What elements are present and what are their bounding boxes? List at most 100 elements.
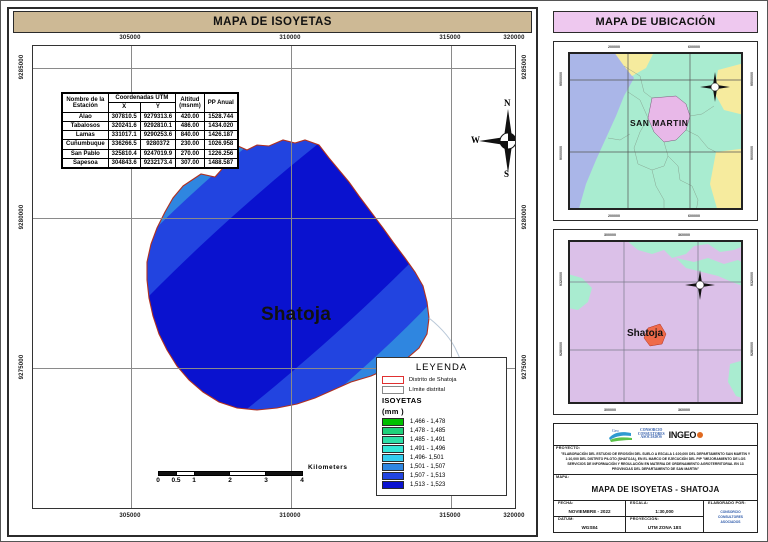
th-y: Y bbox=[139, 102, 177, 113]
x-tick-bottom: 310000 bbox=[279, 513, 301, 519]
th-coords: Coordenadas UTM bbox=[107, 92, 177, 104]
cell-alt: 230.00 bbox=[175, 139, 205, 150]
legend-swatch-limite bbox=[382, 386, 404, 394]
logo-line-2: CONSULTORES bbox=[637, 431, 665, 436]
metadata-col-left: FECHA: NOVIEMBRE - 2022 DATUM: WGS84 bbox=[554, 501, 626, 532]
map-drawing-area: Shatoja N S W E bbox=[33, 46, 515, 508]
legend-iso-label: 1,466 - 1,478 bbox=[410, 419, 446, 425]
inset-region-y-tick: 9000000 bbox=[750, 146, 754, 160]
cell-y: 9232173.4 bbox=[139, 158, 177, 169]
y-tick-left: 9280000 bbox=[19, 204, 25, 230]
cell-x: 307810.5 bbox=[107, 111, 141, 122]
legend-item-distrito: Distrito de Shatoja bbox=[382, 376, 501, 384]
location-title-text: MAPA DE UBICACIÓN bbox=[595, 16, 716, 28]
legend-iso-item: 1,513 - 1,523 bbox=[382, 481, 501, 489]
cell-station-name: Cuñumbuque bbox=[61, 139, 109, 150]
inset-district-north-arrow bbox=[685, 270, 715, 300]
main-map-canvas[interactable]: Shatoja N S W E bbox=[32, 45, 516, 509]
cell-alt: 420.00 bbox=[175, 111, 205, 122]
legend-iso-label: 1,485 - 1,491 bbox=[410, 437, 446, 443]
legend-iso-item: 1,485 - 1,491 bbox=[382, 436, 501, 444]
inset-district-x-tick: 300000 bbox=[604, 233, 616, 237]
proyeccion-value: UTM ZONA 18S bbox=[647, 525, 682, 531]
th-station: Nombre de la Estación bbox=[61, 92, 109, 113]
place-label-shatoja: Shatoja bbox=[261, 304, 332, 325]
inset-district-y-tick: 9280000 bbox=[559, 342, 563, 356]
cell-alt: 307.00 bbox=[175, 158, 205, 169]
fecha-value: NOVIEMBRE - 2022 bbox=[568, 509, 611, 515]
logo-mark-icon: Geo bbox=[608, 428, 632, 442]
scale-bar-graphic bbox=[158, 471, 303, 476]
inset-district-x-tick: 300000 bbox=[604, 408, 616, 412]
map-name-text: MAPA DE ISOYETAS - SHATOJA bbox=[591, 485, 720, 495]
legend-iso-item: 1,501 - 1,507 bbox=[382, 463, 501, 471]
inset-region-y-tick: 9500000 bbox=[559, 72, 563, 86]
main-title-bar: MAPA DE ISOYETAS bbox=[13, 11, 532, 33]
inset-region-x-tick: 200000 bbox=[608, 214, 620, 218]
legend-iso-item: 1,507 - 1,513 bbox=[382, 472, 501, 480]
legend-iso-label: 1,501 - 1,507 bbox=[410, 464, 446, 470]
elaborado-cell: ELABORADO POR: CONSORCIO CONSULTORES ASO… bbox=[704, 501, 757, 532]
th-pp-anual: PP Anual bbox=[203, 92, 239, 113]
cell-pp: 1434.020 bbox=[203, 120, 239, 132]
y-tick-right: 9280000 bbox=[522, 204, 528, 230]
table-row: Sapesoa 304843.6 9232173.4 307.00 1488.5… bbox=[61, 158, 239, 169]
scale-tick: 0 bbox=[156, 477, 160, 484]
cell-station-name: Alao bbox=[61, 111, 109, 122]
gridline-horizontal bbox=[33, 218, 515, 219]
inset-region-label: SAN MARTIN bbox=[630, 118, 689, 128]
cell-x: 320241.6 bbox=[107, 120, 141, 132]
th-altitude: Altitud (msnm) bbox=[175, 92, 205, 113]
proyeccion-caption: PROYECCIÓN: bbox=[630, 517, 659, 522]
cell-y: 9280372 bbox=[139, 139, 177, 150]
main-title-text: MAPA DE ISOYETAS bbox=[213, 16, 332, 28]
inset-district-y-tick: 9320000 bbox=[559, 272, 563, 286]
escala-cell: ESCALA: 1:30,000 bbox=[626, 501, 703, 518]
elaborado-caption: ELABORADO POR: bbox=[708, 501, 746, 506]
map-name-caption: MAPA: bbox=[556, 475, 570, 480]
cell-alt: 270.00 bbox=[175, 148, 205, 160]
north-label-s: S bbox=[504, 169, 510, 179]
project-caption: PROYECTO: bbox=[556, 446, 581, 450]
consortium-logo: Geo CONSORCIO CONSULTORES ASOCIADOS INGE… bbox=[554, 424, 757, 446]
legend-iso-swatch bbox=[382, 436, 404, 444]
elaborado-value: CONSORCIO CONSULTORES ASOCIADOS bbox=[718, 510, 743, 525]
legend-iso-swatch bbox=[382, 463, 404, 471]
cell-station-name: Tabalosos bbox=[61, 120, 109, 132]
location-title-bar: MAPA DE UBICACIÓN bbox=[553, 11, 758, 33]
scale-tick: 1 bbox=[192, 477, 196, 484]
th-station-line2: Estación bbox=[72, 102, 98, 109]
scale-bar-unit: Kilometers bbox=[308, 464, 348, 471]
fecha-caption: FECHA: bbox=[558, 501, 574, 506]
inset-region-x-tick: 600000 bbox=[688, 45, 700, 49]
datum-caption: DATUM: bbox=[558, 517, 574, 522]
metadata-col-mid: ESCALA: 1:30,000 PROYECCIÓN: UTM ZONA 18… bbox=[626, 501, 704, 532]
fecha-cell: FECHA: NOVIEMBRE - 2022 bbox=[554, 501, 625, 518]
scale-bar: 0 0.5 1 2 3 4 Kilometers bbox=[156, 464, 347, 486]
cell-alt: 486.00 bbox=[175, 120, 205, 132]
legend-box: LEYENDA Distrito de Shatoja Límite distr… bbox=[376, 357, 507, 496]
project-description: "ELABORACIÓN DEL ESTUDIO DE EROSIÓN DEL … bbox=[560, 451, 751, 472]
cell-station-name: San Pablo bbox=[61, 148, 109, 160]
legend-isoyetas-title: ISOYETAS bbox=[382, 396, 422, 405]
legend-iso-label: 1,513 - 1,523 bbox=[410, 482, 446, 488]
cell-station-name: Sapesoa bbox=[61, 158, 109, 169]
metadata-col-right: ELABORADO POR: CONSORCIO CONSULTORES ASO… bbox=[704, 501, 757, 532]
cell-x: 331017.1 bbox=[107, 130, 141, 141]
inset-map-district[interactable]: Shatoja 300000 360000 300000 360000 9320… bbox=[553, 229, 758, 415]
gridline-vertical bbox=[451, 46, 452, 508]
scale-tick: 4 bbox=[300, 477, 304, 484]
inset-map-region[interactable]: SAN MARTIN 200000 600000 200000 600000 9… bbox=[553, 41, 758, 221]
table-row: Lamas 331017.1 9290253.6 840.00 1426.187 bbox=[61, 130, 239, 141]
escala-value: 1:30,000 bbox=[655, 509, 674, 515]
scale-tick: 0.5 bbox=[171, 477, 181, 484]
cell-alt: 840.00 bbox=[175, 130, 205, 141]
y-tick-left: 9285000 bbox=[19, 54, 25, 80]
metadata-grid: FECHA: NOVIEMBRE - 2022 DATUM: WGS84 ESC… bbox=[554, 501, 757, 532]
inset-region-x-tick: 600000 bbox=[688, 214, 700, 218]
logo-line-1: CONSORCIO bbox=[640, 427, 663, 432]
legend-iso-item: 1,466 - 1,478 bbox=[382, 418, 501, 426]
legend-iso-label: 1,478 - 1,485 bbox=[410, 428, 446, 434]
inset-region-y-tick: 9500000 bbox=[750, 72, 754, 86]
